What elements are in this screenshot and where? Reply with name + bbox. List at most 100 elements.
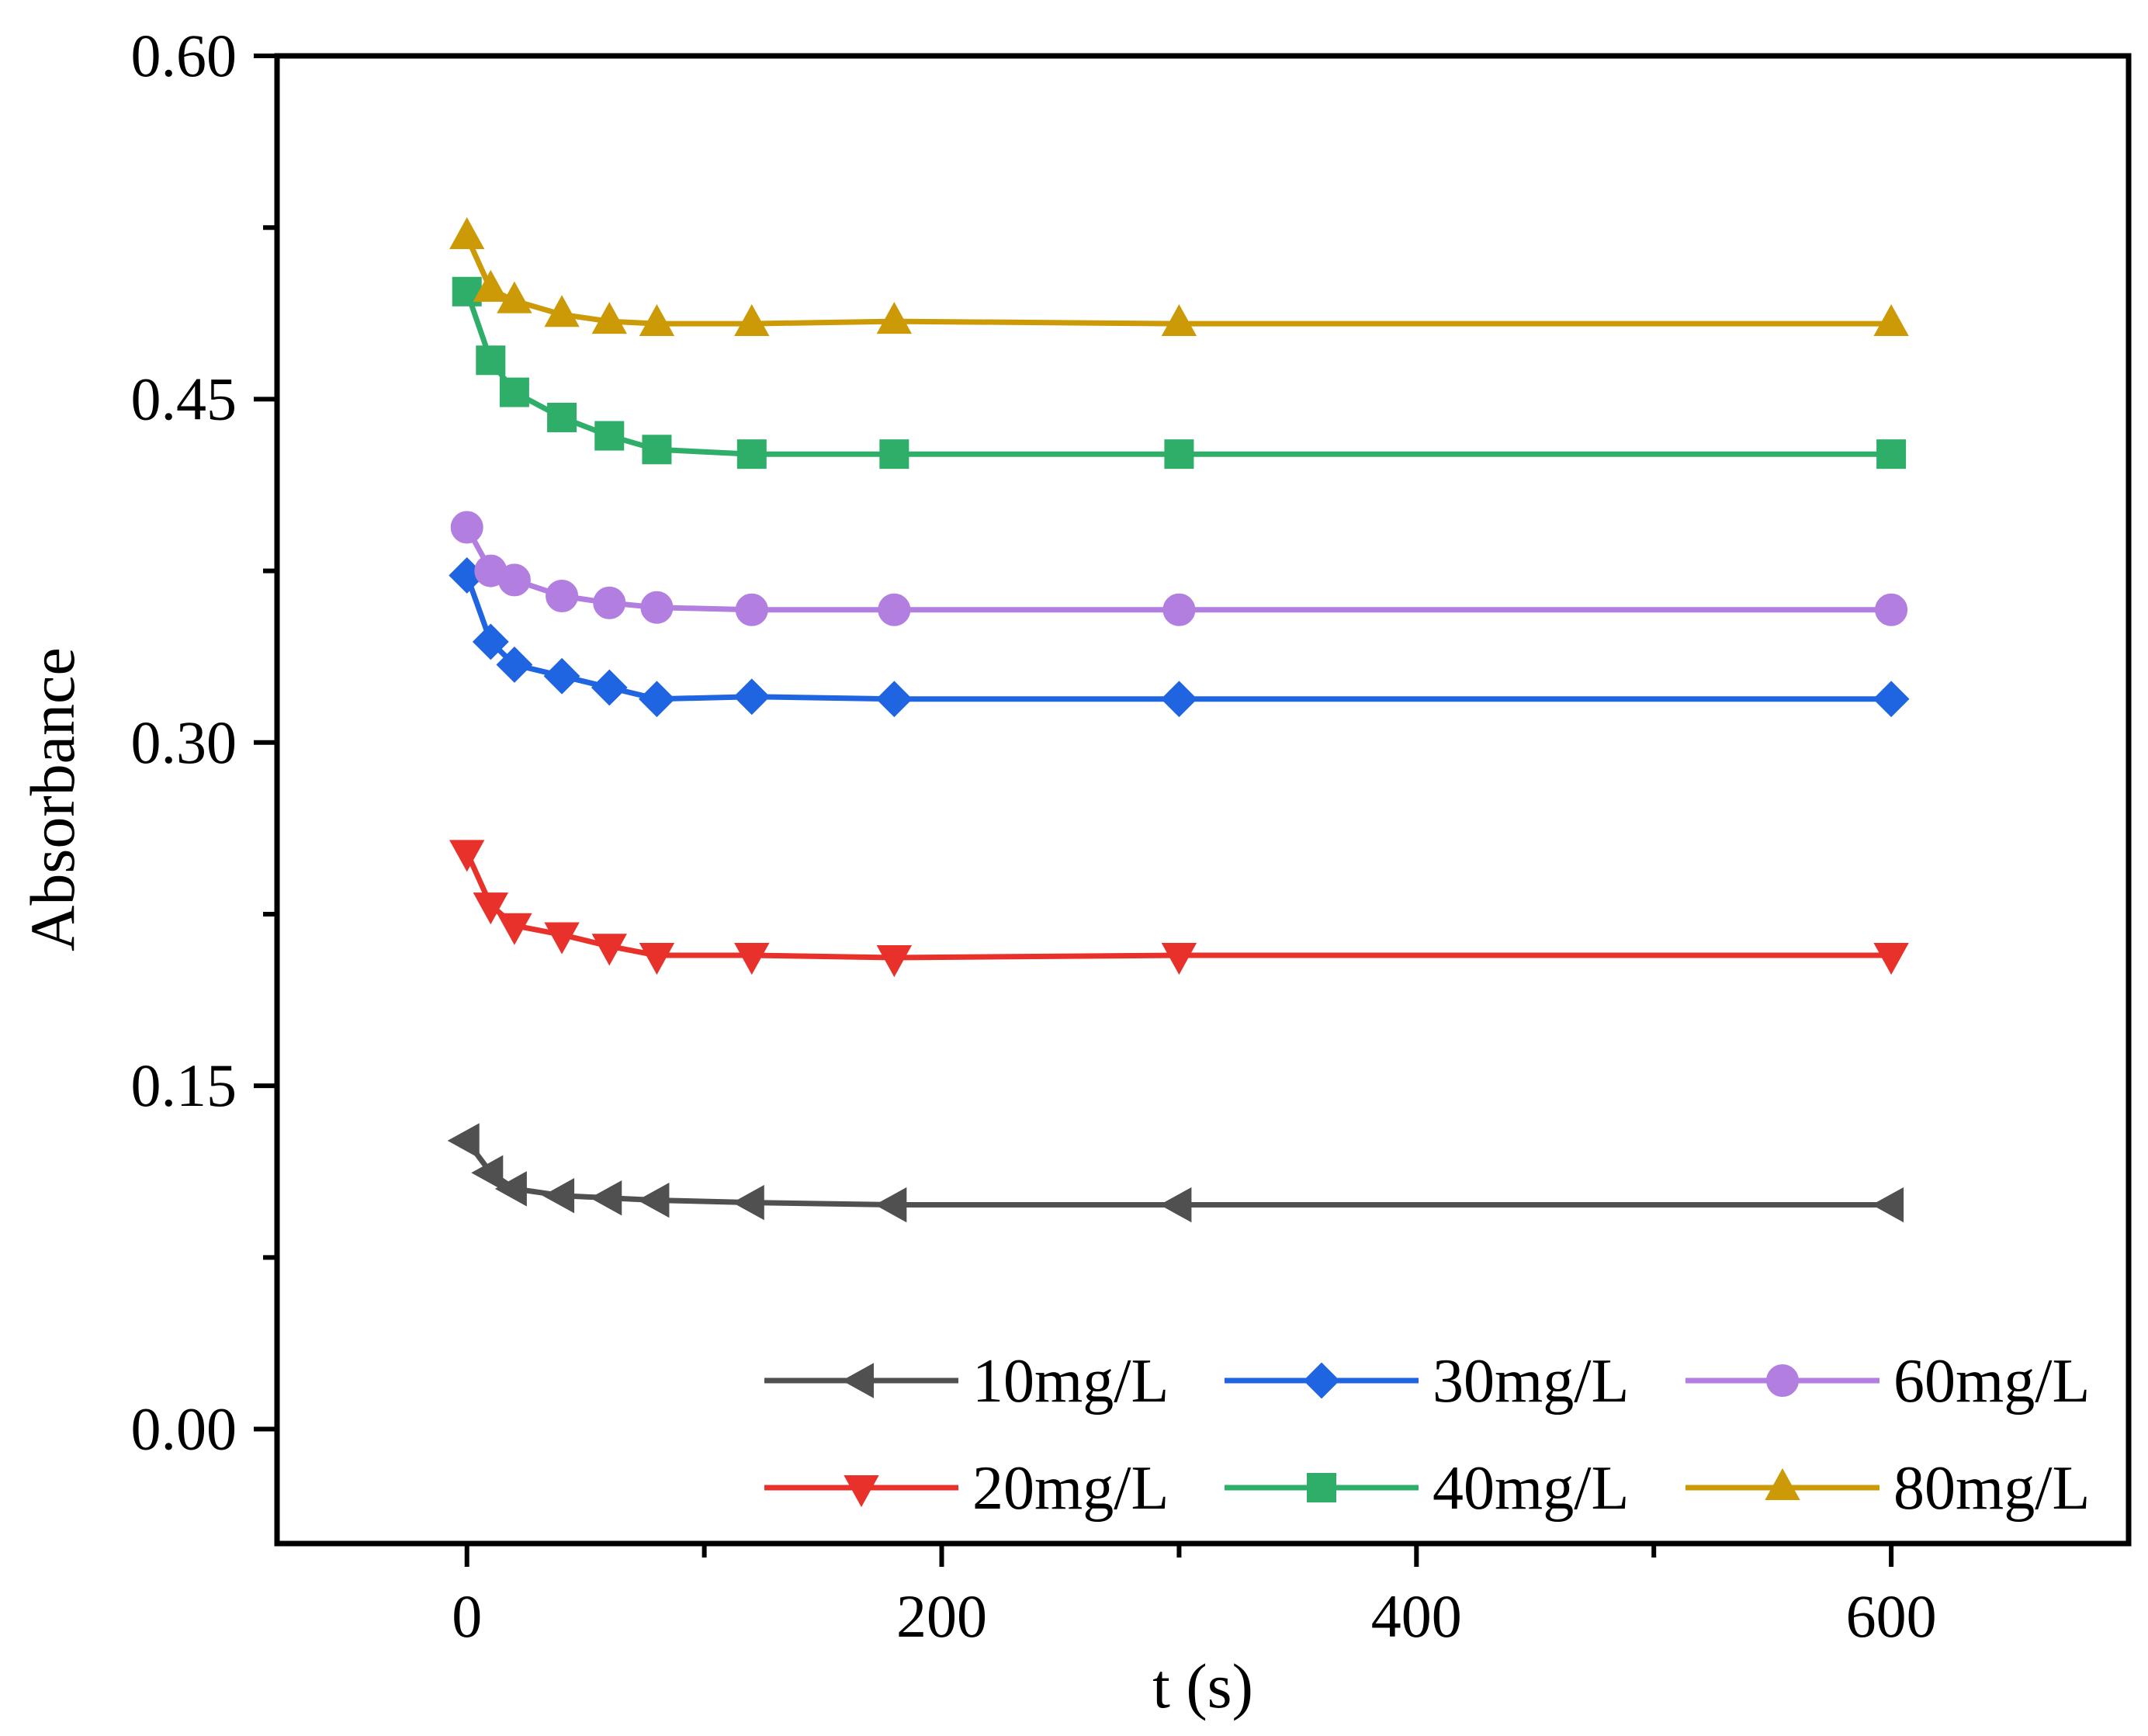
series-line-40mg-l [464, 290, 1892, 457]
data-point-20mg-l [734, 943, 770, 975]
y-tick-label: 0.00 [131, 1395, 237, 1463]
x-tick-label: 200 [896, 1582, 987, 1650]
legend-item-60mg-l: 60mg/L [1685, 1347, 2090, 1415]
data-point-60mg-l [1875, 593, 1908, 626]
x-tick-label: 0 [452, 1582, 482, 1650]
legend-marker [841, 1363, 874, 1398]
data-point-20mg-l [449, 840, 485, 872]
series-10mg-l [447, 1123, 1904, 1223]
data-point-10mg-l [494, 1171, 527, 1207]
legend: 10mg/L 30mg/L 60mg/L 20mg/L 40mg/L 80mg/L [764, 1347, 2090, 1523]
data-point-80mg-l [734, 303, 770, 337]
data-point-80mg-l [876, 302, 913, 334]
data-point-60mg-l [1162, 593, 1196, 626]
series-60mg-l [450, 511, 1908, 626]
data-point-30mg-l [591, 669, 628, 706]
data-point-20mg-l [1161, 943, 1197, 975]
y-tick-label: 0.45 [131, 365, 237, 432]
series-40mg-l [452, 276, 1907, 470]
data-point-80mg-l [591, 302, 627, 334]
data-point-10mg-l [590, 1180, 622, 1216]
legend-marker [1307, 1473, 1336, 1502]
y-axis-label: Absorbance [17, 647, 88, 951]
legend-marker [1303, 1362, 1340, 1399]
legend-marker [844, 1475, 879, 1508]
legend-label: 10mg/L [972, 1347, 1169, 1415]
data-point-30mg-l [1160, 681, 1197, 718]
data-point-10mg-l [637, 1182, 670, 1218]
legend-marker [1765, 1467, 1800, 1500]
data-point-30mg-l [733, 678, 771, 716]
legend-item-80mg-l: 80mg/L [1685, 1454, 2090, 1523]
data-point-80mg-l [449, 217, 485, 249]
data-point-10mg-l [1872, 1187, 1904, 1223]
data-point-40mg-l [476, 345, 506, 376]
legend-marker [1766, 1364, 1799, 1397]
plot-frame [274, 53, 2132, 1547]
data-point-30mg-l [472, 623, 509, 660]
axes-layer: 0.00 0.15 0.30 0.45 0.60 0 200 400 600 [131, 22, 1937, 1650]
data-point-80mg-l [1161, 303, 1197, 337]
series-20mg-l [449, 840, 1909, 978]
data-point-40mg-l [879, 439, 909, 470]
data-point-20mg-l [473, 892, 509, 925]
legend-item-30mg-l: 30mg/L [1225, 1347, 1629, 1415]
data-point-40mg-l [499, 377, 529, 407]
y-tick-label: 0.30 [131, 709, 237, 776]
data-point-10mg-l [1159, 1187, 1192, 1223]
legend-label: 80mg/L [1893, 1454, 2090, 1523]
data-point-20mg-l [639, 943, 675, 975]
data-point-10mg-l [471, 1155, 504, 1190]
data-point-40mg-l [594, 421, 625, 451]
data-point-60mg-l [593, 586, 626, 619]
series-layer [447, 217, 1910, 1223]
data-point-60mg-l [878, 593, 911, 626]
data-point-20mg-l [497, 913, 532, 945]
data-point-40mg-l [736, 439, 767, 470]
legend-label: 60mg/L [1893, 1347, 2090, 1415]
data-point-80mg-l [639, 303, 675, 337]
data-point-60mg-l [450, 511, 483, 544]
data-point-60mg-l [735, 593, 768, 626]
series-80mg-l [449, 217, 1909, 337]
data-point-60mg-l [497, 563, 531, 597]
data-point-10mg-l [875, 1187, 907, 1223]
data-point-20mg-l [876, 944, 913, 978]
data-point-60mg-l [640, 591, 674, 624]
x-tick-label: 600 [1846, 1582, 1937, 1650]
legend-label: 40mg/L [1433, 1454, 1629, 1523]
data-point-30mg-l [496, 646, 533, 683]
legend-item-10mg-l: 10mg/L [764, 1347, 1169, 1415]
data-point-30mg-l [543, 657, 580, 695]
data-point-20mg-l [1873, 943, 1909, 975]
data-point-40mg-l [1164, 439, 1194, 470]
y-tick-label: 0.15 [131, 1052, 237, 1119]
y-tick-label: 0.60 [131, 22, 237, 89]
data-point-80mg-l [497, 281, 532, 314]
data-point-40mg-l [1876, 439, 1907, 470]
series-line-20mg-l [464, 851, 1892, 961]
data-point-30mg-l [639, 681, 675, 718]
data-point-30mg-l [875, 681, 913, 718]
data-point-80mg-l [1873, 303, 1909, 337]
x-axis-label: t (s) [1152, 1651, 1253, 1721]
series-30mg-l [449, 557, 1910, 718]
data-point-80mg-l [473, 269, 509, 302]
series-line-30mg-l [464, 574, 1892, 702]
data-point-60mg-l [546, 580, 579, 613]
data-point-20mg-l [544, 922, 580, 955]
legend-item-40mg-l: 40mg/L [1225, 1454, 1629, 1523]
data-point-80mg-l [544, 295, 580, 327]
data-point-20mg-l [591, 934, 627, 966]
data-point-10mg-l [732, 1184, 764, 1221]
data-point-40mg-l [547, 402, 577, 432]
data-point-30mg-l [1873, 681, 1910, 718]
legend-label: 30mg/L [1433, 1347, 1629, 1415]
data-point-10mg-l [447, 1123, 480, 1159]
x-tick-label: 400 [1371, 1582, 1462, 1650]
data-point-40mg-l [642, 435, 672, 465]
data-point-10mg-l [542, 1178, 575, 1214]
legend-item-20mg-l: 20mg/L [764, 1454, 1169, 1523]
legend-label: 20mg/L [972, 1454, 1169, 1523]
